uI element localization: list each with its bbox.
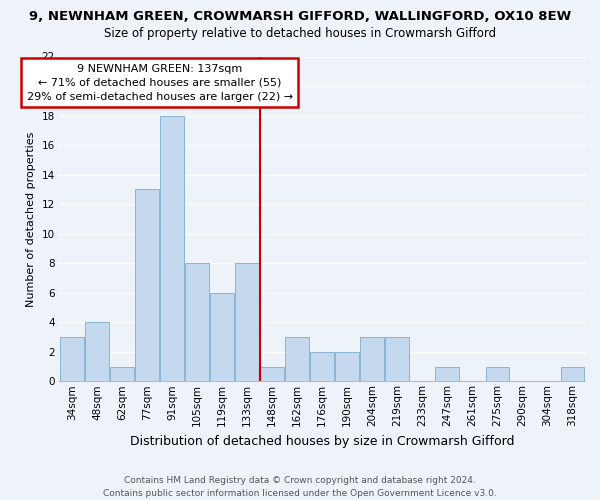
Bar bbox=[235, 263, 259, 382]
Bar bbox=[485, 366, 509, 382]
Bar bbox=[385, 337, 409, 382]
Bar bbox=[310, 352, 334, 382]
Bar bbox=[286, 337, 309, 382]
Bar bbox=[160, 116, 184, 382]
Text: 9, NEWNHAM GREEN, CROWMARSH GIFFORD, WALLINGFORD, OX10 8EW: 9, NEWNHAM GREEN, CROWMARSH GIFFORD, WAL… bbox=[29, 10, 571, 23]
Text: 9 NEWNHAM GREEN: 137sqm
← 71% of detached houses are smaller (55)
29% of semi-de: 9 NEWNHAM GREEN: 137sqm ← 71% of detache… bbox=[26, 64, 293, 102]
Bar bbox=[135, 190, 159, 382]
Bar bbox=[60, 337, 84, 382]
Text: Contains HM Land Registry data © Crown copyright and database right 2024.
Contai: Contains HM Land Registry data © Crown c… bbox=[103, 476, 497, 498]
Y-axis label: Number of detached properties: Number of detached properties bbox=[26, 131, 36, 306]
Bar bbox=[185, 263, 209, 382]
Bar bbox=[110, 366, 134, 382]
Bar bbox=[260, 366, 284, 382]
X-axis label: Distribution of detached houses by size in Crowmarsh Gifford: Distribution of detached houses by size … bbox=[130, 434, 514, 448]
Bar bbox=[85, 322, 109, 382]
Bar bbox=[210, 292, 234, 382]
Bar bbox=[335, 352, 359, 382]
Text: Size of property relative to detached houses in Crowmarsh Gifford: Size of property relative to detached ho… bbox=[104, 28, 496, 40]
Bar bbox=[436, 366, 459, 382]
Bar bbox=[361, 337, 384, 382]
Bar bbox=[560, 366, 584, 382]
